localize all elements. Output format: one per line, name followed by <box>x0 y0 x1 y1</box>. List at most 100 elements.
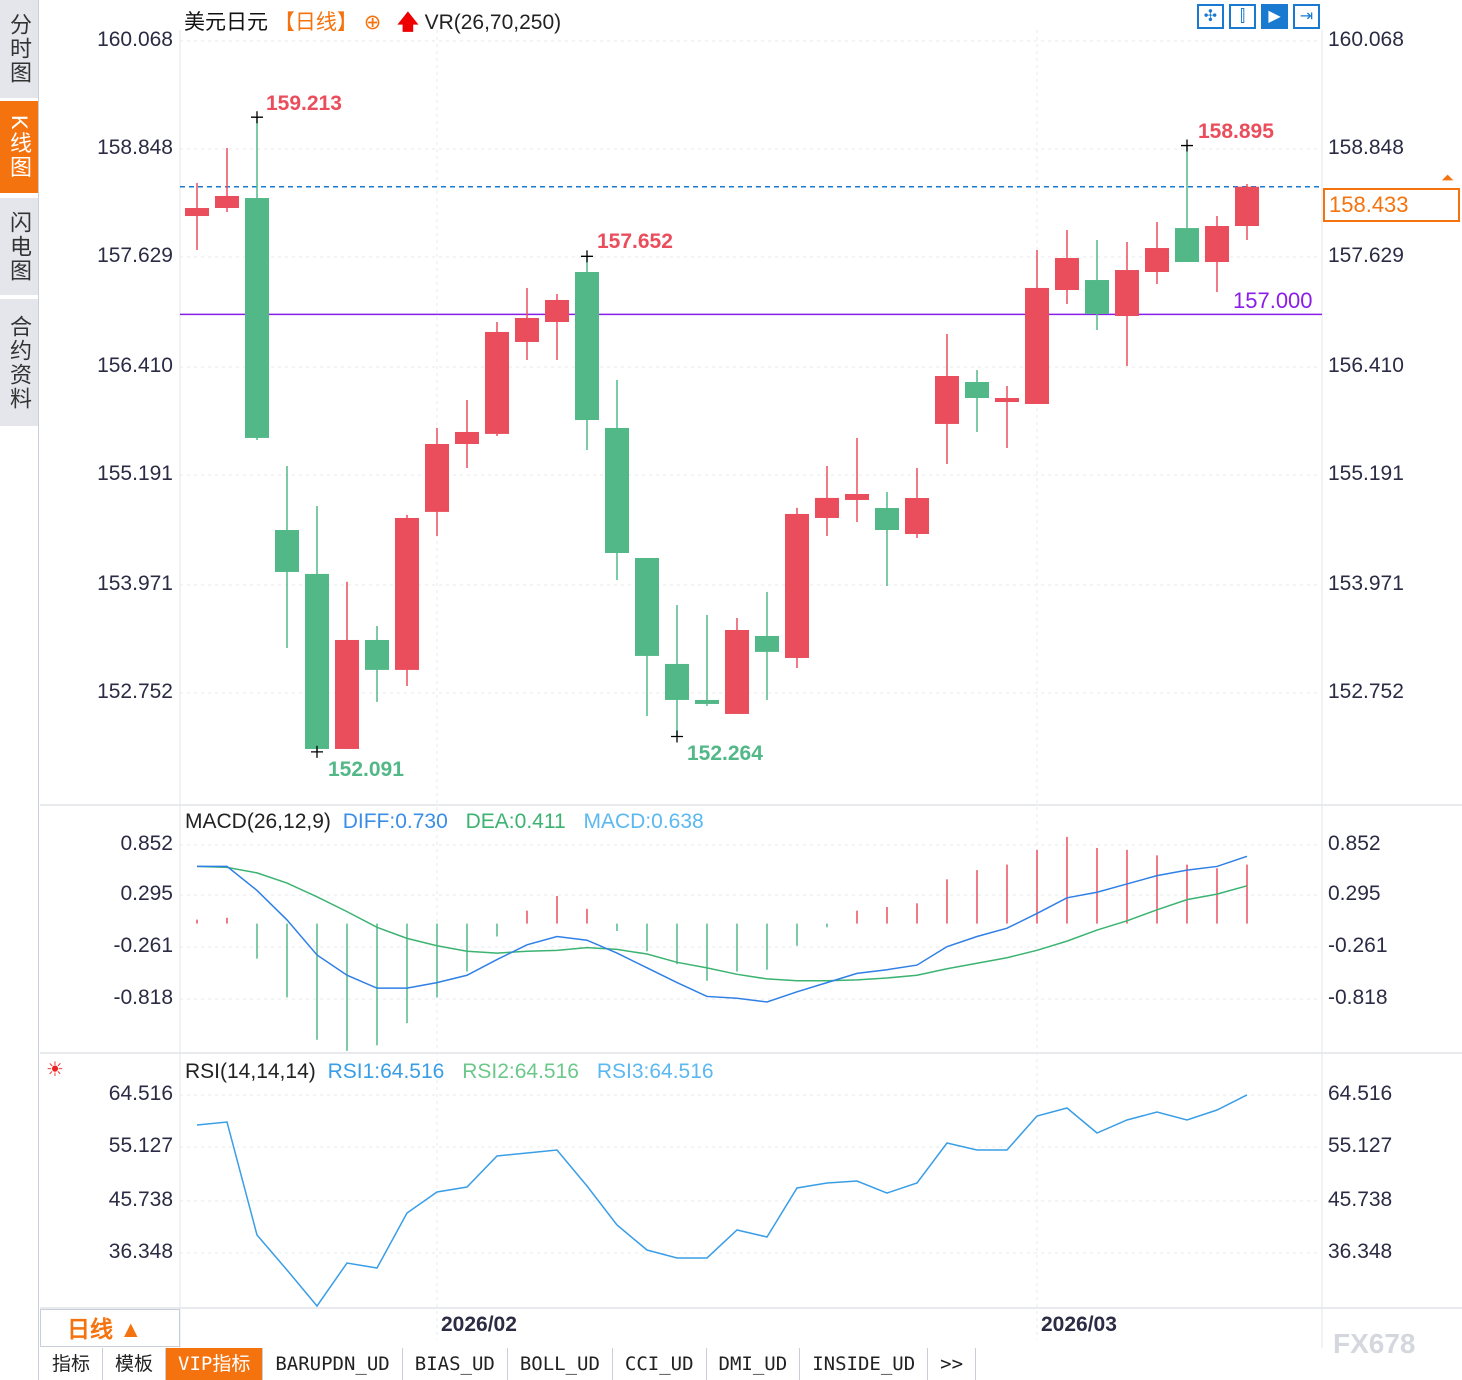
indicator-tab[interactable]: BIAS_UD <box>402 1348 508 1380</box>
add-indicator-icon[interactable]: ⊕ <box>363 11 382 34</box>
arrow-up-icon[interactable]: 🡅 <box>397 11 419 34</box>
price-axis-label: 157.629 <box>1328 244 1404 267</box>
rsi-legend: RSI(14,14,14) RSI1:64.516 RSI2:64.516 RS… <box>185 1060 714 1084</box>
rsi-title: RSI(14,14,14) <box>185 1060 316 1083</box>
candle-body <box>815 497 839 518</box>
candle-body <box>665 663 689 700</box>
price-axis-label: 156.410 <box>97 354 173 377</box>
indicator-tabs: 指标 模板 VIP指标 BARUPDN_UD BIAS_UD BOLL_UD CCI_UD D… <box>40 1348 977 1380</box>
candle-body <box>965 381 989 399</box>
candle-body <box>605 427 629 553</box>
macd-axis-label: -0.261 <box>1328 934 1388 957</box>
candle-body <box>1145 248 1169 272</box>
low-annotation: 152.264 <box>687 742 763 765</box>
indicator-tab[interactable]: BARUPDN_UD <box>263 1348 403 1380</box>
macd-axis-label: -0.261 <box>113 934 173 957</box>
price-axis-label: 156.410 <box>1328 354 1404 377</box>
rsi-axis-label: 64.516 <box>1328 1082 1393 1105</box>
rsi1-value: RSI1:64.516 <box>327 1060 445 1083</box>
period-selector[interactable]: 日线 ▲ <box>40 1309 180 1347</box>
candle-body <box>995 398 1019 403</box>
macd-axis-label: -0.818 <box>1328 986 1388 1009</box>
price-alert-icon[interactable]: ⏶ <box>1441 170 1454 187</box>
candle-body <box>575 271 599 421</box>
play-range-icon[interactable]: ▶ <box>1261 4 1288 29</box>
candle-body <box>185 208 209 217</box>
sidebar-item-contract-info[interactable]: 合约资料 <box>0 299 38 426</box>
candle-body <box>515 317 539 342</box>
extreme-marker <box>311 745 323 758</box>
candle-body <box>845 493 869 500</box>
scroll-right-icon[interactable]: ⇥ <box>1293 4 1320 29</box>
sidebar-item-timeshare[interactable]: 分时图 <box>0 0 38 98</box>
dea-line <box>196 865 1248 982</box>
period-label[interactable]: 【日线】 <box>273 11 358 34</box>
candle-body <box>1175 228 1199 263</box>
candle-body <box>545 299 569 322</box>
candle-body <box>695 699 719 704</box>
candle-body <box>425 444 449 512</box>
date-tick: 2026/02 <box>441 1313 517 1336</box>
extreme-marker <box>251 111 263 124</box>
settings-sun-icon[interactable]: ☀ <box>46 1059 64 1081</box>
candle-body <box>785 513 809 658</box>
symbol-title: 美元日元 <box>184 11 268 34</box>
crosshair-icon[interactable]: ✣ <box>1197 4 1224 29</box>
candle-body <box>275 530 299 572</box>
price-axis-label: 160.068 <box>1328 28 1404 51</box>
high-annotation: 159.213 <box>266 92 342 115</box>
high-annotation: 158.895 <box>1198 120 1274 143</box>
candle-body <box>1085 280 1109 314</box>
date-tick: 2026/03 <box>1041 1313 1117 1336</box>
price-axis-label: 158.848 <box>1328 136 1404 159</box>
extreme-marker <box>581 250 593 263</box>
indicator-label[interactable]: VR(26,70,250) <box>424 11 562 34</box>
rsi-axis-label: 64.516 <box>108 1082 173 1105</box>
rsi-axis-label: 55.127 <box>1328 1134 1393 1157</box>
diff-line <box>197 855 1248 1003</box>
indicator-tab[interactable]: DMI_UD <box>706 1348 801 1380</box>
sidebar-item-flash[interactable]: 闪电图 <box>0 198 38 295</box>
zoom-range-icon[interactable]: ⫿ <box>1229 4 1256 29</box>
price-axis-label: 153.971 <box>97 572 173 595</box>
indicator-tab[interactable]: 模板 <box>103 1348 167 1380</box>
candle-body <box>485 331 509 434</box>
high-annotation: 157.652 <box>597 230 673 253</box>
macd-value: MACD:0.638 <box>583 810 704 833</box>
extreme-marker <box>1181 139 1193 152</box>
price-axis-label: 155.191 <box>1328 462 1404 485</box>
indicator-tab[interactable]: INSIDE_UD <box>800 1348 929 1380</box>
price-axis-label: 152.752 <box>1328 680 1404 703</box>
indicator-tab[interactable]: BOLL_UD <box>507 1348 613 1380</box>
indicator-tab[interactable]: >> <box>928 1348 977 1380</box>
candle-body <box>1025 287 1049 404</box>
candle-body <box>455 431 479 445</box>
sidebar-item-kline[interactable]: K线图 <box>0 101 38 193</box>
watermark-logo: FX678 <box>1333 1328 1416 1359</box>
extreme-marker <box>671 730 683 743</box>
candle-body <box>755 635 779 652</box>
price-axis-label: 153.971 <box>1328 572 1404 595</box>
macd-axis-label: -0.818 <box>113 986 173 1009</box>
macd-dea-value: DEA:0.411 <box>465 810 566 833</box>
candle-body <box>305 573 329 749</box>
indicator-tab[interactable]: 指标 <box>40 1348 104 1380</box>
rsi-line <box>196 1094 1248 1308</box>
low-annotation: 152.091 <box>328 758 404 781</box>
indicator-tab[interactable]: VIP指标 <box>166 1348 264 1380</box>
candle-body <box>215 195 239 209</box>
candle-body <box>1055 258 1079 291</box>
price-axis-label: 160.068 <box>97 28 173 51</box>
macd-axis-label: 0.295 <box>1328 882 1381 905</box>
level-line-label[interactable]: 157.000 <box>1233 288 1313 313</box>
indicator-tab[interactable]: CCI_UD <box>612 1348 707 1380</box>
current-price-label: 158.433 <box>1323 188 1460 222</box>
price-axis-label: 158.848 <box>97 136 173 159</box>
price-axis-label: 152.752 <box>97 680 173 703</box>
candle-body <box>1205 226 1229 263</box>
macd-diff-value: DIFF:0.730 <box>342 810 448 833</box>
rsi3-value: RSI3:64.516 <box>596 1060 714 1083</box>
candle-body <box>1115 270 1139 317</box>
candle-body <box>1235 186 1259 227</box>
